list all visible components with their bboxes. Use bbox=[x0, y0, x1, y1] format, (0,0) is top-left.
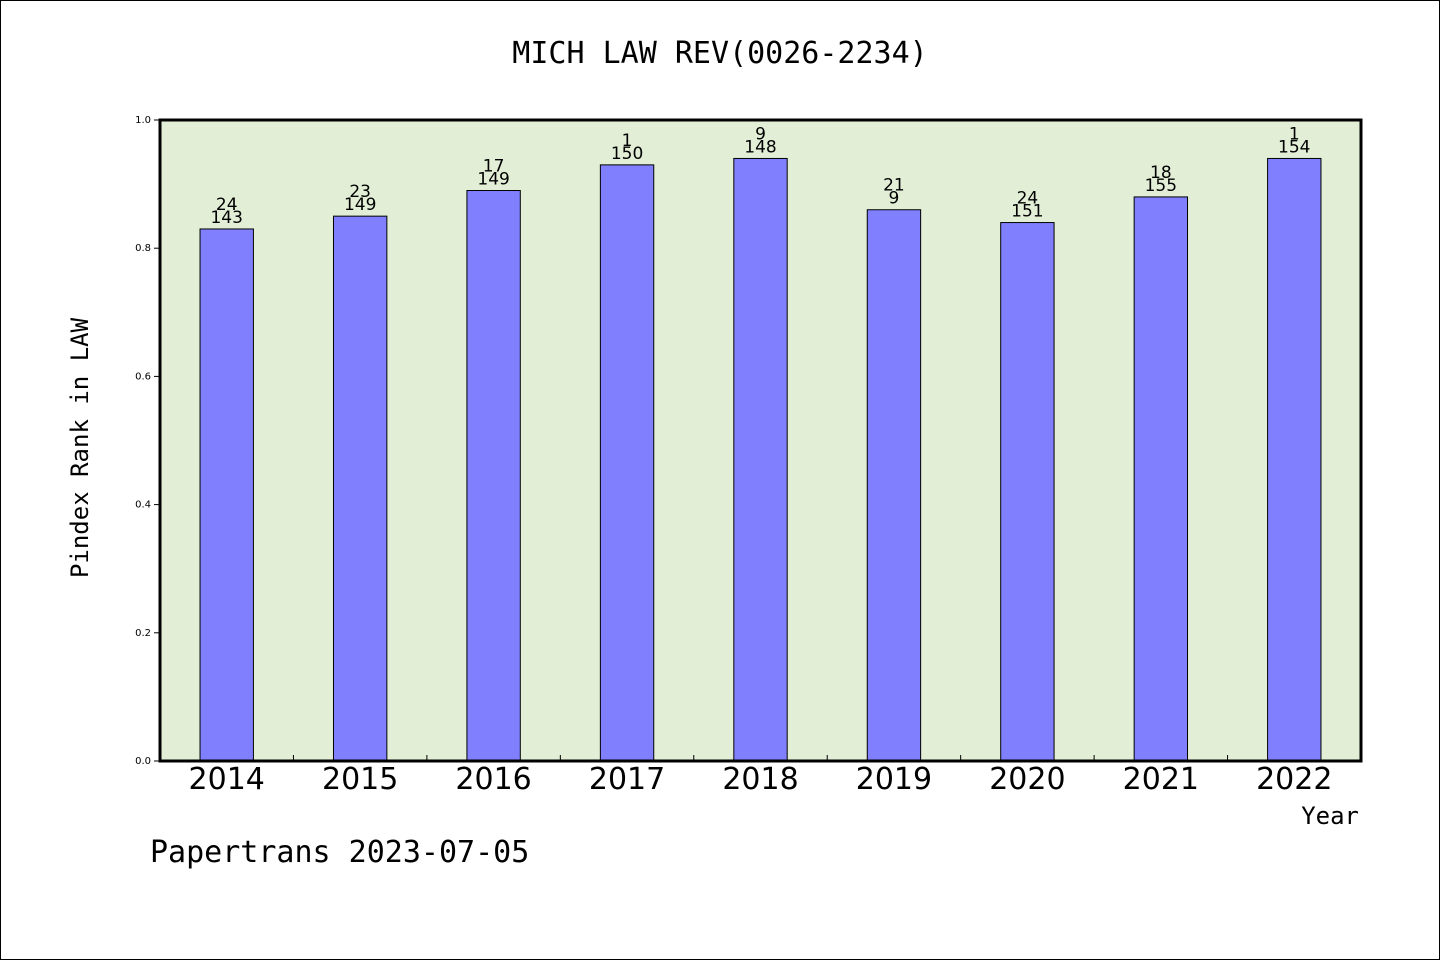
bar-2018 bbox=[733, 157, 788, 762]
data-label-bottom-2022: 154 bbox=[1278, 137, 1310, 157]
y-tick-label: 0.4 bbox=[135, 500, 151, 511]
data-label-top-2020: 24 bbox=[1017, 189, 1039, 209]
x-tick-label: 2018 bbox=[722, 762, 798, 797]
data-label-top-2016: 17 bbox=[483, 157, 505, 177]
y-tick-label: 0.8 bbox=[135, 243, 151, 254]
data-label-bottom-2021: 155 bbox=[1145, 176, 1177, 196]
data-label-bottom-2017: 150 bbox=[611, 144, 643, 164]
x-tick-label: 2019 bbox=[856, 762, 932, 797]
x-axis-label: Year bbox=[1301, 802, 1359, 830]
data-label-bottom-2018: 148 bbox=[744, 137, 776, 157]
bar-2017 bbox=[599, 164, 655, 762]
y-tick-label: 0.6 bbox=[135, 371, 151, 382]
bar-2014 bbox=[199, 228, 254, 762]
bar-2021 bbox=[1133, 196, 1189, 762]
bar-2015 bbox=[332, 215, 388, 762]
y-tick-label: 0.2 bbox=[135, 628, 151, 639]
x-tick-label: 2015 bbox=[322, 762, 398, 797]
data-label-bottom-2020: 151 bbox=[1011, 202, 1043, 222]
chart-title: MICH LAW REV(0026-2234) bbox=[512, 36, 928, 71]
data-label-top-2022: 1 bbox=[1289, 124, 1300, 144]
data-label-top-2015: 23 bbox=[349, 182, 371, 202]
data-label-top-2021: 18 bbox=[1150, 163, 1172, 183]
x-tick-label: 2014 bbox=[189, 762, 265, 797]
data-label-top-2014: 24 bbox=[216, 195, 238, 215]
data-label-bottom-2015: 149 bbox=[344, 195, 376, 215]
x-tick-label: 2022 bbox=[1256, 762, 1332, 797]
data-label-top-2019: 21 bbox=[883, 176, 905, 196]
x-tick-label: 2016 bbox=[455, 762, 531, 797]
x-tick-label: 2017 bbox=[589, 762, 665, 797]
y-tick-label: 1.0 bbox=[135, 115, 151, 126]
footer-credit: Papertrans 2023-07-05 bbox=[150, 835, 530, 870]
x-tick-label: 2020 bbox=[989, 762, 1065, 797]
y-tick-label: 0.0 bbox=[135, 756, 151, 767]
x-tick-label: 2021 bbox=[1123, 762, 1199, 797]
data-label-bottom-2014: 143 bbox=[210, 208, 242, 228]
data-label-bottom-2016: 149 bbox=[477, 170, 509, 190]
bar-2019 bbox=[866, 209, 922, 762]
data-label-top-2018: 9 bbox=[755, 124, 766, 144]
bar-2022 bbox=[1267, 157, 1322, 762]
bar-2020 bbox=[1000, 222, 1055, 762]
data-label-top-2017: 1 bbox=[622, 131, 633, 151]
data-label-bottom-2019: 9 bbox=[889, 189, 900, 209]
plot-border bbox=[158, 118, 1363, 763]
bar-2016 bbox=[466, 190, 521, 762]
